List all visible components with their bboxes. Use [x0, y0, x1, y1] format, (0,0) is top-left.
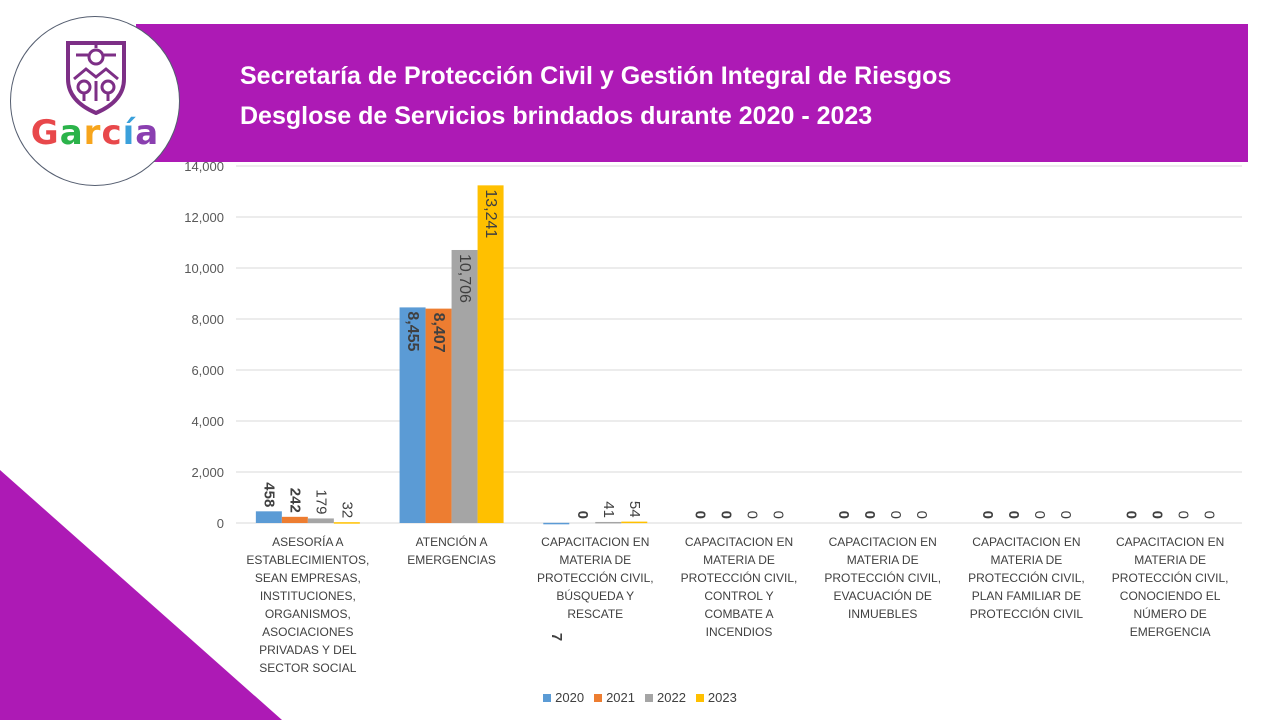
- x-category-label: ATENCIÓN A EMERGENCIAS: [407, 535, 496, 567]
- data-label: 0: [1201, 511, 1218, 519]
- y-tick-label: 4,000: [191, 414, 224, 429]
- garcia-logo: García: [10, 16, 180, 186]
- page-title: Secretaría de Protección Civil y Gestión…: [240, 56, 951, 136]
- legend-swatch: [645, 694, 653, 702]
- data-label: 0: [1123, 511, 1140, 519]
- data-label: 0: [574, 511, 591, 519]
- x-category-label: ASESORÍA A ESTABLECIMIENTOS, SEAN EMPRES…: [246, 535, 370, 675]
- bar-2023: [333, 522, 360, 524]
- data-label: 0: [1149, 511, 1166, 519]
- data-label: 0: [913, 511, 930, 519]
- legend-item: 2020: [543, 690, 584, 705]
- x-category-label: CAPACITACION EN MATERIA DE PROTECCIÓN CI…: [536, 535, 654, 621]
- logo-wordmark: García: [11, 113, 179, 153]
- legend-label: 2022: [657, 690, 686, 705]
- data-label: 54: [626, 501, 643, 518]
- data-label: 0: [1005, 511, 1022, 519]
- data-label: 0: [770, 511, 787, 519]
- data-label: 0: [861, 511, 878, 519]
- bar-2023: [477, 185, 504, 524]
- data-label: 7: [548, 633, 565, 641]
- data-label: 10,706: [456, 254, 473, 303]
- x-category-label: CAPACITACION EN MATERIA DE PROTECCIÓN CI…: [1111, 535, 1229, 639]
- data-label: 0: [744, 511, 761, 519]
- chart-legend: 2020 2021 2022 2023: [0, 690, 1280, 705]
- logo-letter: a: [59, 113, 84, 153]
- legend-item: 2021: [594, 690, 635, 705]
- bar-2022: [595, 521, 622, 524]
- data-label: 0: [979, 511, 996, 519]
- bar-2021: [425, 308, 452, 523]
- logo-letter: í: [122, 113, 136, 153]
- data-label: 242: [286, 488, 303, 513]
- data-label: 0: [692, 511, 709, 519]
- logo-letter: c: [101, 113, 123, 153]
- legend-swatch: [594, 694, 603, 702]
- legend-label: 2021: [606, 690, 635, 705]
- legend-label: 2020: [555, 690, 585, 705]
- legend-swatch: [543, 694, 552, 702]
- y-tick-label: 12,000: [184, 210, 224, 225]
- x-category-label: CAPACITACION EN MATERIA DE PROTECCIÓN CI…: [968, 535, 1085, 621]
- data-label: 41: [600, 501, 617, 518]
- bar-2023: [621, 521, 648, 524]
- y-tick-label: 0: [217, 516, 224, 531]
- x-category-label: CAPACITACION EN MATERIA DE PROTECCIÓN CI…: [824, 535, 942, 621]
- data-label: 13,241: [482, 189, 499, 238]
- legend-swatch: [695, 694, 704, 702]
- y-tick-label: 8,000: [191, 312, 224, 327]
- shield-icon: [66, 41, 126, 115]
- y-tick-label: 10,000: [184, 261, 224, 276]
- logo-letter: G: [30, 113, 60, 153]
- title-line-2: Desglose de Servicios brindados durante …: [240, 102, 873, 130]
- bar-2020: [399, 307, 426, 523]
- logo-letter: r: [83, 113, 102, 153]
- logo-letter: a: [135, 113, 160, 153]
- data-label: 32: [338, 501, 355, 518]
- data-label: 0: [1031, 511, 1048, 519]
- data-label: 0: [887, 511, 904, 519]
- bar-2020: [255, 511, 282, 523]
- data-label: 0: [718, 511, 735, 519]
- data-label: 0: [1175, 511, 1192, 519]
- bar-2022: [307, 518, 334, 523]
- data-label: 179: [312, 489, 329, 514]
- legend-label: 2023: [707, 690, 737, 705]
- bar-2021: [281, 516, 308, 523]
- title-banner: [136, 24, 1248, 162]
- data-label: 0: [835, 511, 852, 519]
- y-tick-label: 6,000: [191, 363, 224, 378]
- y-tick-label: 14,000: [184, 159, 224, 174]
- y-tick-label: 2,000: [191, 465, 224, 480]
- data-label: 458: [260, 482, 277, 507]
- legend-item: 2022: [645, 690, 686, 705]
- title-line-1: Secretaría de Protección Civil y Gestión…: [240, 62, 952, 90]
- legend-item: 2023: [695, 690, 737, 705]
- x-category-label: CAPACITACION EN MATERIA DE PROTECCIÓN CI…: [680, 535, 798, 639]
- bar-2020: [543, 522, 570, 525]
- data-label: 8,407: [430, 313, 447, 353]
- bar-2022: [451, 249, 478, 523]
- data-label: 8,455: [404, 311, 421, 351]
- data-label: 0: [1057, 511, 1074, 519]
